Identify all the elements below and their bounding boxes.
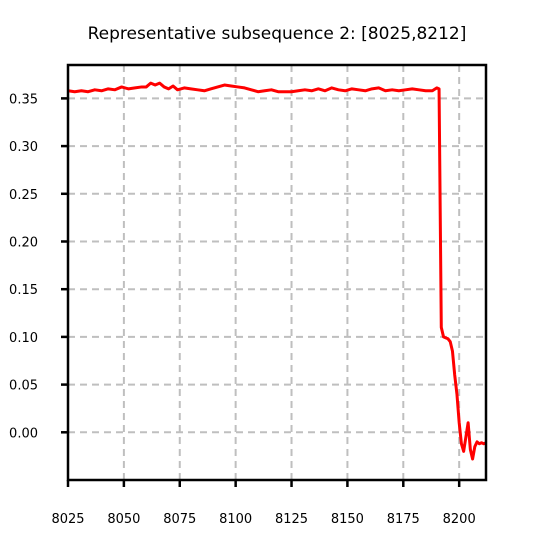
y-tick-label: 0.30	[9, 140, 38, 155]
y-tick-label: 0.35	[9, 92, 38, 107]
y-tick-label: 0.20	[9, 235, 38, 250]
x-tick-label: 8025	[51, 512, 84, 527]
series-line	[68, 81, 486, 461]
x-tick-label: 8200	[443, 512, 476, 527]
y-tick-label: 0.05	[9, 379, 38, 394]
y-tick-label: 0.10	[9, 331, 38, 346]
plot-frame	[66, 63, 488, 482]
y-tick-label: 0.00	[9, 426, 38, 441]
x-tick-label: 8050	[107, 512, 140, 527]
x-tick-label: 8150	[331, 512, 364, 527]
axis-ticks: 8025 8050 8075 8100 8125 8150 8175 8200 0.00 0.05…	[9, 92, 476, 527]
x-tick-label: 8175	[387, 512, 420, 527]
chart-title: Representative subsequence 2: [8025,8212…	[88, 24, 467, 44]
series-layer	[68, 81, 486, 461]
y-tick-label: 0.25	[9, 188, 38, 203]
y-tick-label: 0.15	[9, 283, 38, 298]
x-tick-label: 8075	[163, 512, 196, 527]
x-tick-label: 8125	[275, 512, 308, 527]
x-tick-label: 8100	[219, 512, 252, 527]
grid	[67, 65, 486, 480]
